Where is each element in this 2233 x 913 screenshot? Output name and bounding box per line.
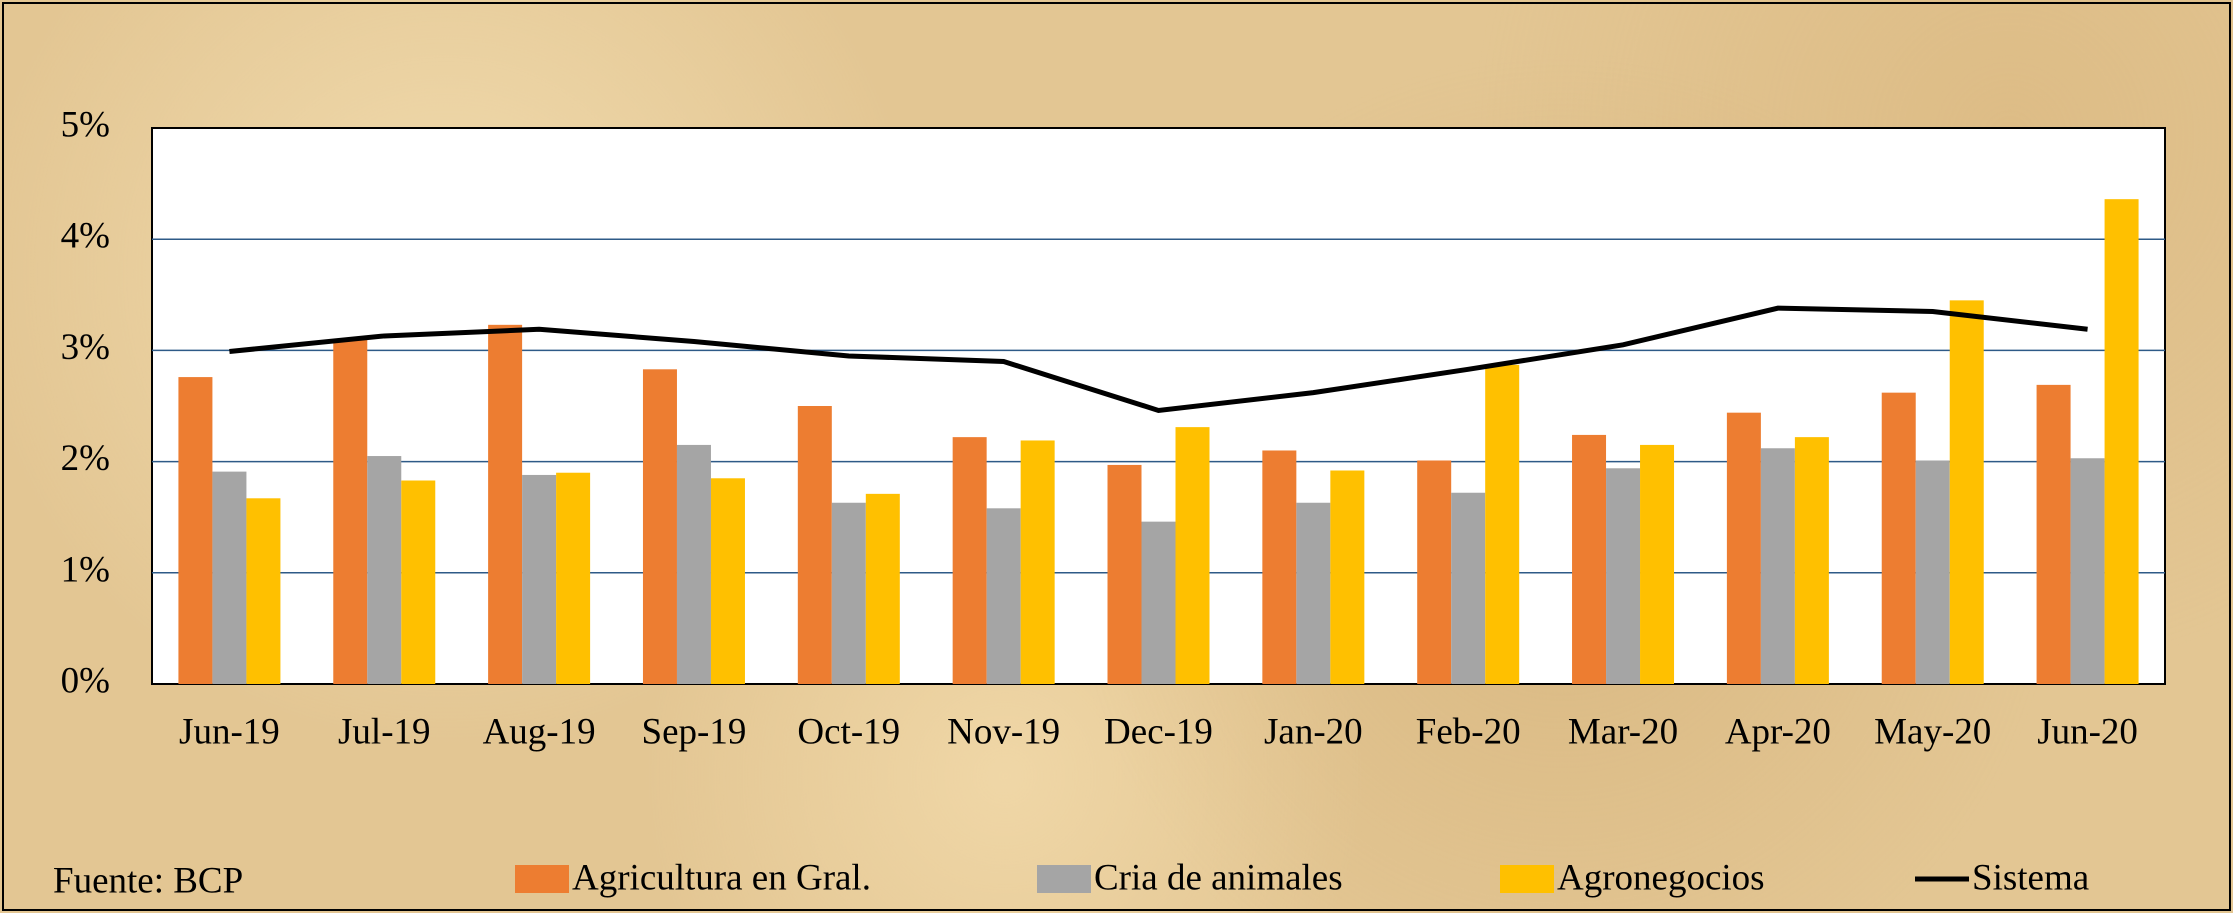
- x-tick-label: Jan-20: [1264, 711, 1363, 752]
- bar: [676, 444, 711, 684]
- bar: [986, 508, 1021, 684]
- bar: [1141, 521, 1176, 684]
- x-tick-label: Oct-19: [797, 711, 900, 752]
- x-tick-label: Feb-20: [1416, 711, 1521, 752]
- bar: [1417, 460, 1452, 684]
- y-tick-label: 3%: [61, 327, 110, 368]
- bar: [1572, 434, 1607, 684]
- legend-swatch: [1500, 865, 1554, 893]
- bar: [2070, 458, 2105, 684]
- bar: [1915, 460, 1950, 684]
- bar: [2104, 199, 2139, 684]
- x-tick-label: Mar-20: [1568, 711, 1678, 752]
- x-tick-label: Jun-20: [2037, 711, 2138, 752]
- bar: [1451, 492, 1486, 684]
- bar: [367, 456, 402, 684]
- bar: [1296, 502, 1331, 684]
- bar: [401, 480, 436, 684]
- bar: [1794, 437, 1829, 684]
- y-tick-label: 5%: [61, 104, 110, 145]
- x-tick-label: Apr-20: [1725, 711, 1831, 752]
- legend-swatch: [1037, 865, 1091, 893]
- bar: [522, 474, 557, 684]
- bar: [178, 377, 213, 684]
- source-note: Fuente: BCP: [53, 860, 243, 901]
- legend-swatch: [515, 865, 569, 893]
- bar: [1175, 427, 1210, 684]
- bar: [2036, 384, 2071, 684]
- x-tick-label: Aug-19: [483, 711, 596, 752]
- bar: [1760, 448, 1795, 684]
- bar: [797, 406, 832, 684]
- bar: [1726, 412, 1761, 684]
- y-tick-label: 1%: [61, 549, 110, 590]
- x-tick-label: Jun-19: [179, 711, 280, 752]
- bar: [1262, 450, 1297, 684]
- bar: [1640, 444, 1675, 684]
- bar: [1330, 470, 1365, 684]
- bar: [865, 493, 900, 684]
- legend-label: Agronegocios: [1557, 857, 1765, 898]
- x-tick-label: Nov-19: [947, 711, 1060, 752]
- x-tick-label: Sep-19: [642, 711, 747, 752]
- bar: [212, 471, 247, 684]
- bar: [556, 472, 591, 684]
- x-tick-label: May-20: [1874, 711, 1991, 752]
- y-tick-label: 4%: [61, 216, 110, 257]
- legend-label: Sistema: [1972, 857, 2089, 898]
- y-tick-label: 2%: [61, 438, 110, 479]
- bar: [333, 339, 368, 684]
- x-tick-label: Dec-19: [1104, 711, 1213, 752]
- bar: [1020, 440, 1055, 684]
- bar: [642, 369, 677, 684]
- line: [229, 305, 2088, 413]
- bar: [952, 437, 987, 684]
- legend-label: Agricultura en Gral.: [572, 857, 871, 898]
- bar: [1606, 468, 1641, 684]
- bar: [710, 478, 745, 684]
- bar: [1107, 464, 1142, 684]
- bar: [1881, 392, 1916, 684]
- x-tick-label: Jul-19: [338, 711, 431, 752]
- bar: [488, 324, 523, 684]
- bar: [1485, 364, 1520, 684]
- bar: [1949, 300, 1984, 684]
- y-tick-label: 0%: [61, 660, 110, 701]
- bar: [246, 498, 281, 684]
- legend-label: Cria de animales: [1094, 857, 1343, 898]
- bar: [831, 502, 866, 684]
